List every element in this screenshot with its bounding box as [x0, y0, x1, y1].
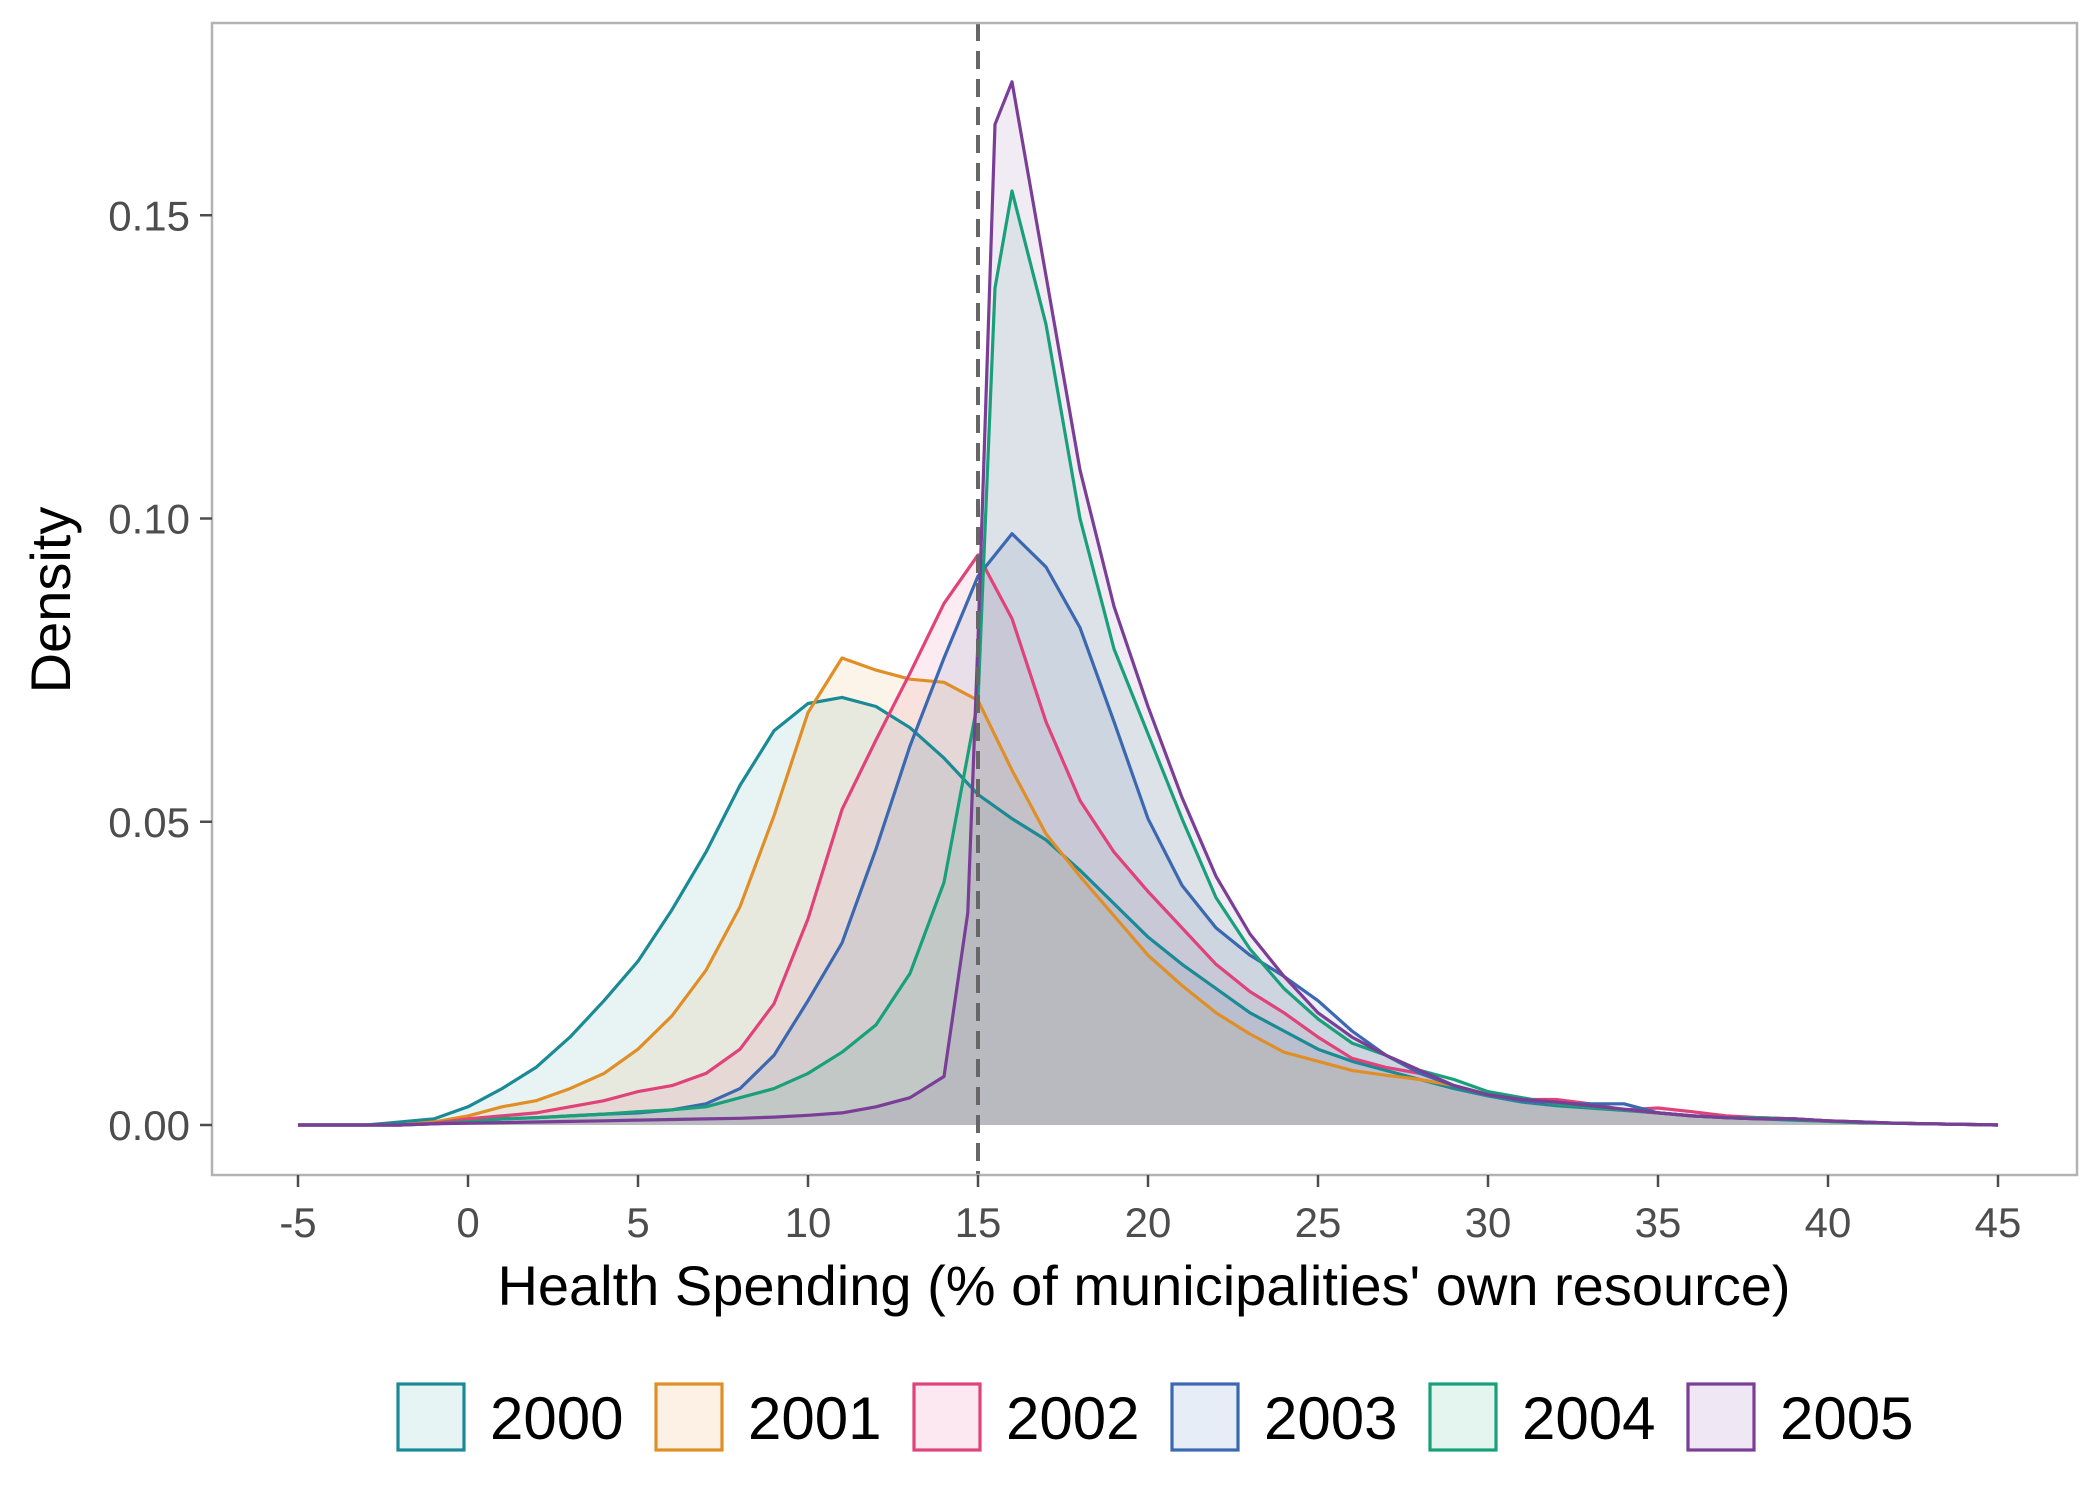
density-area-2003 [298, 533, 1998, 1125]
density-line-2005 [298, 80, 1999, 1127]
x-tick-label: 0 [456, 1199, 479, 1246]
legend-label-2002: 2002 [1006, 1385, 1139, 1452]
legend-item-2000: 2000 [396, 1382, 623, 1452]
legend-label-2005: 2005 [1780, 1385, 1913, 1452]
legend-key-2000 [396, 1382, 466, 1452]
legend-label-2000: 2000 [490, 1385, 623, 1452]
y-axis: 0.00 0.05 0.10 0.15 [108, 192, 212, 1149]
legend-key-2002 [912, 1382, 982, 1452]
legend-item-2002: 2002 [912, 1382, 1139, 1452]
plot-panel-border [210, 21, 2079, 1177]
y-tick-label: 0.00 [108, 1102, 190, 1149]
legend: 2000 2001 2002 2003 2004 2005 [396, 1382, 1913, 1452]
x-tick-label: 45 [1975, 1199, 2022, 1246]
x-axis: -5 0 5 10 15 20 25 30 35 40 45 [279, 1175, 2021, 1246]
y-tick-label: 0.05 [108, 799, 190, 846]
density-area-2002 [298, 554, 1998, 1125]
legend-item-2003: 2003 [1170, 1382, 1397, 1452]
x-tick-label: -5 [279, 1199, 316, 1246]
legend-key-2001 [654, 1382, 724, 1452]
legend-key-2005 [1686, 1382, 1756, 1452]
x-tick-label: 5 [626, 1199, 649, 1246]
x-tick-label: 10 [785, 1199, 832, 1246]
x-tick-label: 20 [1125, 1199, 1172, 1246]
y-tick-label: 0.10 [108, 496, 190, 543]
x-tick-label: 15 [955, 1199, 1002, 1246]
y-axis-title: Density [19, 507, 82, 694]
series-lines [298, 80, 1999, 1127]
legend-label-2004: 2004 [1522, 1385, 1655, 1452]
x-tick-label: 40 [1805, 1199, 1852, 1246]
density-area-2000 [298, 697, 1998, 1125]
density-area-2005 [298, 81, 1998, 1125]
x-tick-label: 30 [1465, 1199, 1512, 1246]
legend-item-2005: 2005 [1686, 1382, 1913, 1452]
legend-item-2001: 2001 [654, 1382, 881, 1452]
legend-label-2001: 2001 [748, 1385, 881, 1452]
legend-key-2004 [1428, 1382, 1498, 1452]
legend-item-2004: 2004 [1428, 1382, 1655, 1452]
legend-label-2003: 2003 [1264, 1385, 1397, 1452]
y-tick-label: 0.15 [108, 192, 190, 239]
density-area-2001 [298, 658, 1998, 1125]
x-tick-label: 25 [1295, 1199, 1342, 1246]
x-axis-title: Health Spending (% of municipalities' ow… [497, 1254, 1790, 1317]
x-tick-label: 35 [1635, 1199, 1682, 1246]
series-fills [298, 81, 1998, 1125]
density-line-2002 [298, 553, 1999, 1127]
legend-key-2003 [1170, 1382, 1240, 1452]
